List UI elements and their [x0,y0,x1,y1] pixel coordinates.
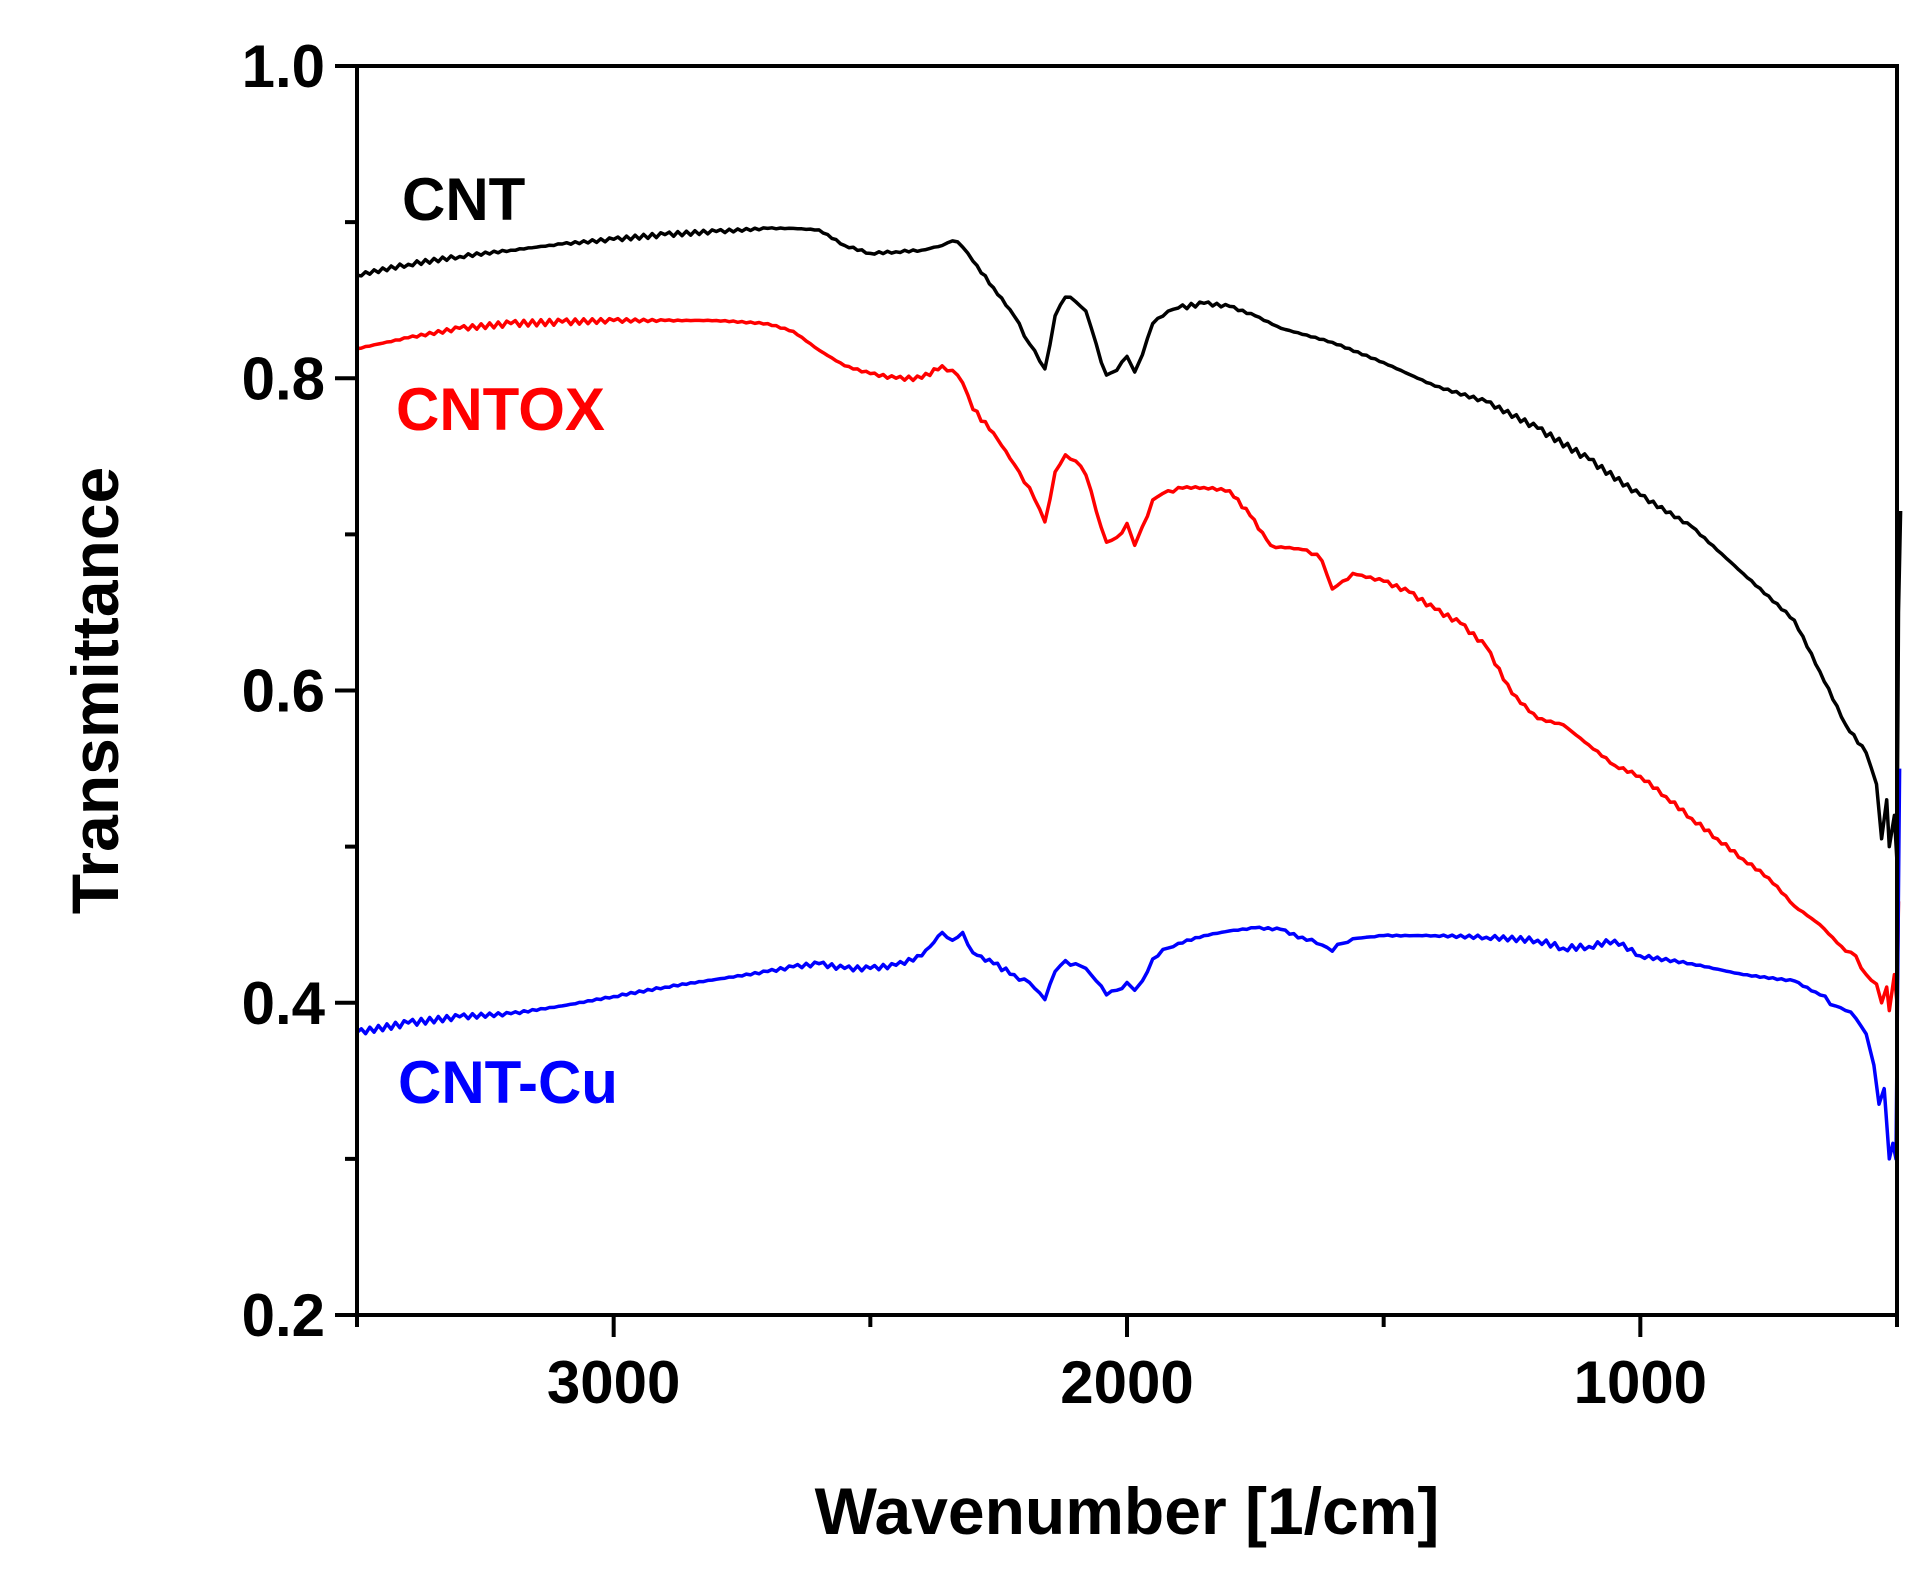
x-axis-title: Wavenumber [1/cm] [815,1474,1440,1548]
y-tick-label-0-8: 0.8 [242,345,325,412]
ticks-layer [335,64,1899,1337]
y-tick-label-1: 1.0 [242,33,325,100]
y-tick-label-0-6: 0.6 [242,658,325,725]
x-tick-label-2000: 2000 [1060,1349,1193,1416]
x-tick-label-3000: 3000 [547,1349,680,1416]
plot-frame [355,64,1899,1317]
series-line-cnt-cu [355,768,1902,1161]
y-tick-label-0-4: 0.4 [242,970,326,1037]
series-label-cnt-cu: CNT-Cu [398,1049,618,1116]
series-line-cntox [356,316,1901,1013]
y-axis-title: Transmittance [58,467,132,915]
x-tick-label-1000: 1000 [1574,1349,1707,1416]
series-label-cnt: CNT [402,166,525,233]
series-line-cnt [356,226,1903,864]
series-label-cntox: CNTOX [396,376,605,443]
labels-layer: 3000 2000 1000 0.2 0.4 0.6 0.8 1.0 [242,33,1707,1416]
y-tick-label-0-2: 0.2 [242,1282,325,1349]
curves-layer [355,226,1903,1161]
